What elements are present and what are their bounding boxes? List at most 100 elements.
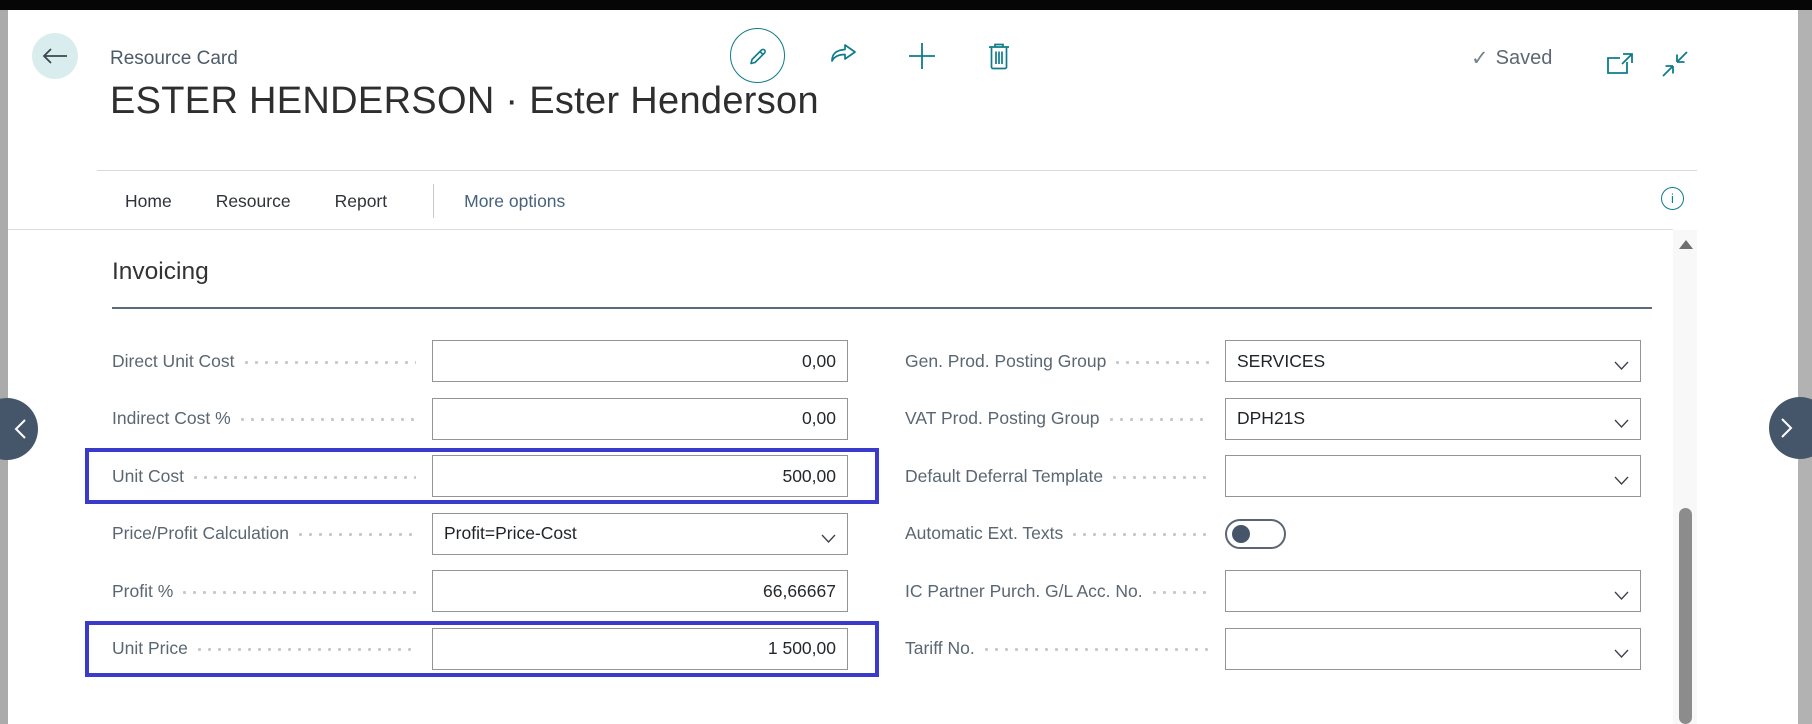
share-icon	[827, 41, 859, 71]
menu-top-divider	[97, 170, 1697, 171]
ic-partner-purch-gl-acc-select[interactable]	[1225, 570, 1641, 612]
unit-cost-input[interactable]	[432, 455, 848, 497]
dotted-leader	[1152, 590, 1209, 594]
chevron-left-icon	[13, 418, 27, 440]
chevron-down-icon	[1614, 415, 1629, 433]
page-type-label[interactable]: Resource Card	[110, 48, 238, 69]
delete-button[interactable]	[981, 37, 1017, 75]
section-heading-invoicing[interactable]: Invoicing	[112, 258, 209, 285]
default-deferral-template-select[interactable]	[1225, 455, 1641, 497]
field-row-gen-prod-posting-group: Gen. Prod. Posting Group SERVICES	[905, 340, 1641, 382]
default-deferral-template-label: Default Deferral Template	[905, 465, 1104, 486]
open-in-new-window-icon	[1605, 50, 1635, 78]
price-profit-calculation-select[interactable]: Profit=Price-Cost	[432, 512, 848, 555]
tariff-no-label: Tariff No.	[905, 638, 975, 658]
gen-prod-posting-group-label: Gen. Prod. Posting Group	[905, 350, 1107, 371]
chevron-right-icon	[1780, 417, 1794, 439]
pencil-icon	[745, 43, 771, 69]
check-icon: ✓	[1471, 47, 1489, 70]
save-status-text: Saved	[1495, 47, 1553, 69]
plus-icon	[905, 39, 939, 73]
dotted-leader	[244, 360, 416, 364]
field-row-default-deferral-template: Default Deferral Template	[905, 455, 1641, 497]
chevron-down-icon	[1614, 472, 1629, 490]
invoicing-right-column: Gen. Prod. Posting Group SERVICES VAT Pr…	[905, 340, 1641, 685]
chevron-down-icon	[821, 530, 836, 548]
unit-cost-label: Unit Cost	[112, 465, 184, 486]
dotted-leader	[197, 648, 416, 651]
vertical-scrollbar-thumb[interactable]	[1679, 508, 1692, 724]
collapse-window-button[interactable]	[1655, 44, 1695, 84]
menu-item-report[interactable]: Report	[334, 190, 388, 211]
dotted-leader	[240, 418, 416, 421]
menu-bottom-divider	[8, 229, 1673, 230]
action-menu: Home Resource Report More options	[125, 183, 565, 219]
info-button[interactable]: i	[1661, 187, 1684, 210]
field-row-tariff-no: Tariff No.	[905, 627, 1641, 670]
field-row-unit-price: Unit Price	[112, 627, 848, 670]
profit-pct-label: Profit %	[112, 580, 174, 601]
unit-price-label: Unit Price	[112, 638, 188, 658]
right-edge-strip	[1798, 10, 1812, 724]
automatic-ext-texts-label: Automatic Ext. Texts	[905, 523, 1064, 543]
dotted-leader	[183, 590, 416, 594]
info-icon: i	[1671, 191, 1674, 206]
share-button[interactable]	[823, 37, 863, 75]
dotted-leader	[1109, 418, 1209, 421]
menu-item-home[interactable]: Home	[125, 190, 172, 211]
dotted-leader	[1116, 360, 1209, 364]
indirect-cost-label: Indirect Cost %	[112, 408, 231, 428]
gen-prod-posting-group-select[interactable]: SERVICES	[1225, 340, 1641, 382]
scroll-up-arrow-icon[interactable]	[1679, 240, 1693, 249]
invoicing-left-column: Direct Unit Cost Indirect Cost % Unit Co…	[85, 340, 879, 685]
back-button[interactable]	[32, 33, 78, 79]
next-record-button[interactable]	[1769, 397, 1812, 459]
trash-icon	[985, 41, 1013, 71]
more-options-button[interactable]: More options	[464, 190, 566, 211]
edit-button[interactable]	[730, 28, 785, 83]
price-profit-calculation-value: Profit=Price-Cost	[444, 523, 577, 543]
dotted-leader	[1113, 475, 1209, 479]
dotted-leader	[1073, 533, 1209, 536]
window-controls	[1601, 44, 1695, 84]
chevron-down-icon	[1614, 357, 1629, 375]
field-row-ic-partner-purch-gl-acc: IC Partner Purch. G/L Acc. No.	[905, 570, 1641, 612]
top-black-bar	[0, 0, 1812, 10]
dotted-leader	[299, 533, 416, 536]
ic-partner-purch-gl-acc-label: IC Partner Purch. G/L Acc. No.	[905, 580, 1143, 601]
open-in-new-window-button[interactable]	[1601, 46, 1639, 82]
unit-price-input[interactable]	[432, 627, 848, 670]
field-row-profit-pct: Profit %	[112, 570, 848, 612]
header-action-bar	[730, 28, 1017, 83]
field-row-direct-unit-cost: Direct Unit Cost	[112, 340, 848, 382]
price-profit-calculation-label: Price/Profit Calculation	[112, 523, 290, 543]
collapse-window-icon	[1659, 48, 1691, 80]
field-row-indirect-cost: Indirect Cost %	[112, 397, 848, 440]
field-row-unit-cost: Unit Cost	[112, 455, 848, 497]
vat-prod-posting-group-select[interactable]: DPH21S	[1225, 397, 1641, 440]
indirect-cost-input[interactable]	[432, 397, 848, 440]
new-button[interactable]	[901, 35, 943, 77]
direct-unit-cost-label: Direct Unit Cost	[112, 350, 235, 371]
dotted-leader	[193, 475, 416, 479]
menu-divider	[433, 184, 435, 218]
save-status: ✓ Saved	[1471, 47, 1552, 70]
left-edge-strip	[0, 10, 8, 724]
field-row-price-profit-calculation: Price/Profit Calculation Profit=Price-Co…	[112, 512, 848, 555]
chevron-down-icon	[1614, 645, 1629, 663]
field-row-automatic-ext-texts: Automatic Ext. Texts	[905, 513, 1641, 555]
profit-pct-input[interactable]	[432, 570, 848, 612]
vat-prod-posting-group-value: DPH21S	[1237, 408, 1306, 428]
back-arrow-icon	[41, 46, 69, 66]
field-row-vat-prod-posting-group: VAT Prod. Posting Group DPH21S	[905, 397, 1641, 440]
automatic-ext-texts-toggle[interactable]	[1225, 518, 1286, 549]
gen-prod-posting-group-value: SERVICES	[1237, 350, 1326, 371]
previous-record-button[interactable]	[0, 398, 38, 460]
section-underline	[112, 307, 1652, 309]
menu-item-resource[interactable]: Resource	[215, 190, 291, 211]
page-title: ESTER HENDERSON · Ester Henderson	[110, 80, 819, 122]
dotted-leader	[984, 648, 1209, 651]
toggle-knob	[1232, 524, 1250, 543]
tariff-no-select[interactable]	[1225, 627, 1641, 670]
direct-unit-cost-input[interactable]	[432, 340, 848, 382]
